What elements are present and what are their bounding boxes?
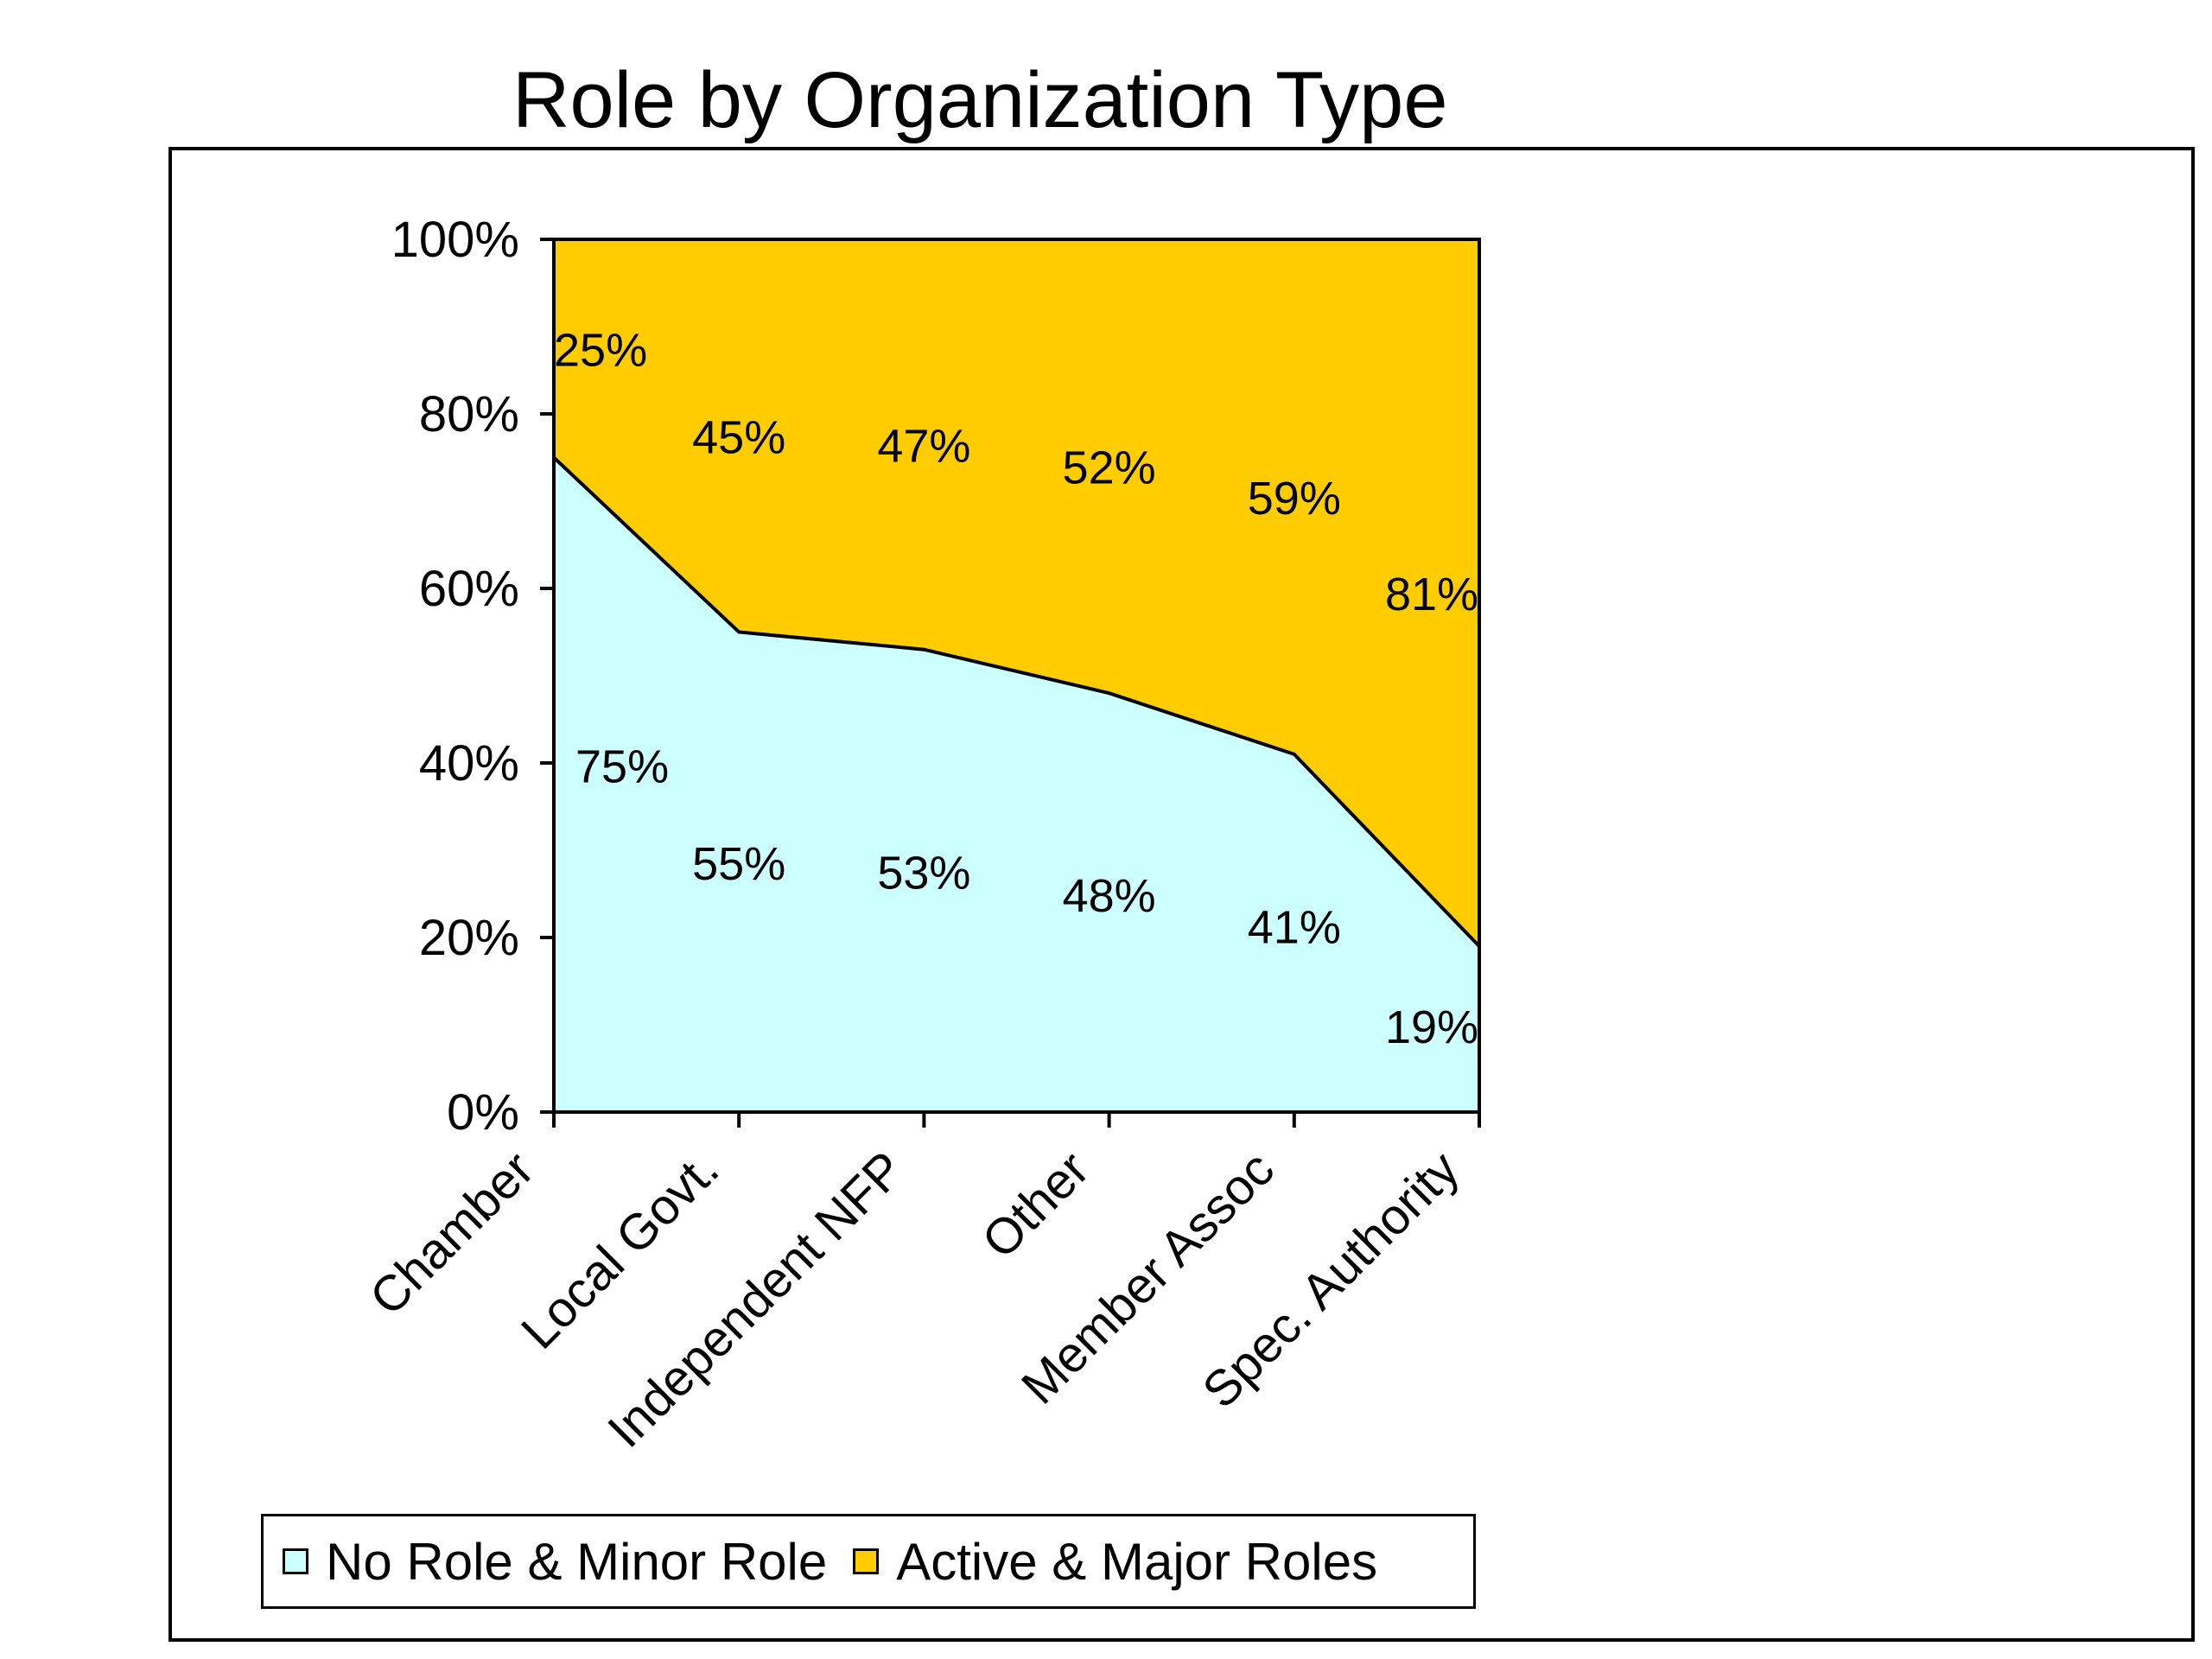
legend-label-no-role: No Role & Minor Role (326, 1532, 828, 1591)
data-label-no-role: 48% (1063, 870, 1156, 922)
plot-area-border (552, 238, 1481, 1114)
legend-entry-active-major: Active & Major Roles (853, 1532, 1377, 1592)
area-no-role-minor (554, 457, 1479, 1112)
y-tick-label: 60% (419, 561, 519, 617)
data-label-no-role: 19% (1385, 1001, 1478, 1053)
data-label-no-role: 55% (692, 838, 785, 890)
legend-entry-no-role: No Role & Minor Role (283, 1532, 827, 1592)
chart-frame (168, 147, 2195, 1642)
y-tick-label: 40% (419, 735, 519, 791)
y-tick-label: 0% (447, 1084, 519, 1141)
data-label-active-major: 45% (692, 411, 785, 463)
series-boundary-line (552, 456, 1481, 948)
legend-swatch-active-major (853, 1548, 880, 1574)
legend: No Role & Minor Role Active & Major Role… (261, 1514, 1476, 1609)
data-label-active-major: 81% (1385, 569, 1478, 620)
data-label-active-major: 47% (877, 420, 970, 472)
data-label-active-major: 52% (1063, 442, 1156, 494)
legend-swatch-no-role (283, 1548, 308, 1574)
data-label-active-major: 25% (554, 324, 647, 376)
chart-title: Role by Organization Type (512, 56, 1448, 144)
data-label-active-major: 59% (1248, 473, 1341, 524)
data-label-no-role: 41% (1248, 902, 1341, 954)
y-tick-label: 80% (419, 386, 519, 442)
legend-label-active-major: Active & Major Roles (896, 1532, 1378, 1591)
data-label-no-role: 53% (877, 848, 970, 899)
x-category-label: Chamber (359, 1141, 545, 1326)
x-category-label: Other (971, 1141, 1100, 1269)
data-label-no-role: 75% (575, 741, 669, 793)
y-tick-label: 20% (419, 910, 519, 966)
y-tick-label: 100% (391, 212, 519, 268)
